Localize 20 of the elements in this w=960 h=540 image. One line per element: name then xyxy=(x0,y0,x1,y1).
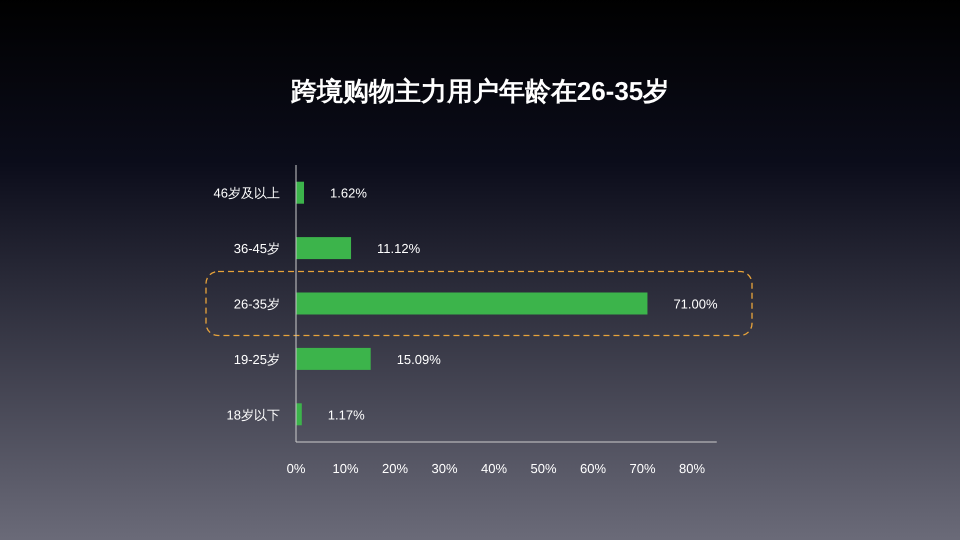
y-tick-label: 46岁及以上 xyxy=(214,186,280,201)
data-label: 15.09% xyxy=(396,352,442,367)
y-tick-label: 36-45岁 xyxy=(234,241,280,256)
x-tick-label: 30% xyxy=(431,461,458,476)
data-label: 1.17% xyxy=(328,407,366,422)
x-tick-label: 10% xyxy=(332,461,359,476)
x-tick-label: 60% xyxy=(580,461,606,476)
x-tick-label: 0% xyxy=(286,461,306,476)
y-tick-label: 18岁以下 xyxy=(226,407,280,422)
x-tick-label: 80% xyxy=(678,461,706,476)
data-label: 11.12% xyxy=(377,241,421,256)
x-tick-label: 70% xyxy=(629,461,656,476)
data-label: 71.00% xyxy=(673,296,718,312)
x-tick-label: 50% xyxy=(530,461,557,476)
data-label: 1.62% xyxy=(330,186,368,201)
x-tick-label: 40% xyxy=(480,461,508,476)
y-tick-label: 26-35岁 xyxy=(234,296,280,312)
chart-title: 跨境购物主力用户年龄在26-35岁 xyxy=(290,76,670,106)
y-tick-label: 19-25岁 xyxy=(234,352,280,367)
x-tick-label: 20% xyxy=(382,461,408,476)
